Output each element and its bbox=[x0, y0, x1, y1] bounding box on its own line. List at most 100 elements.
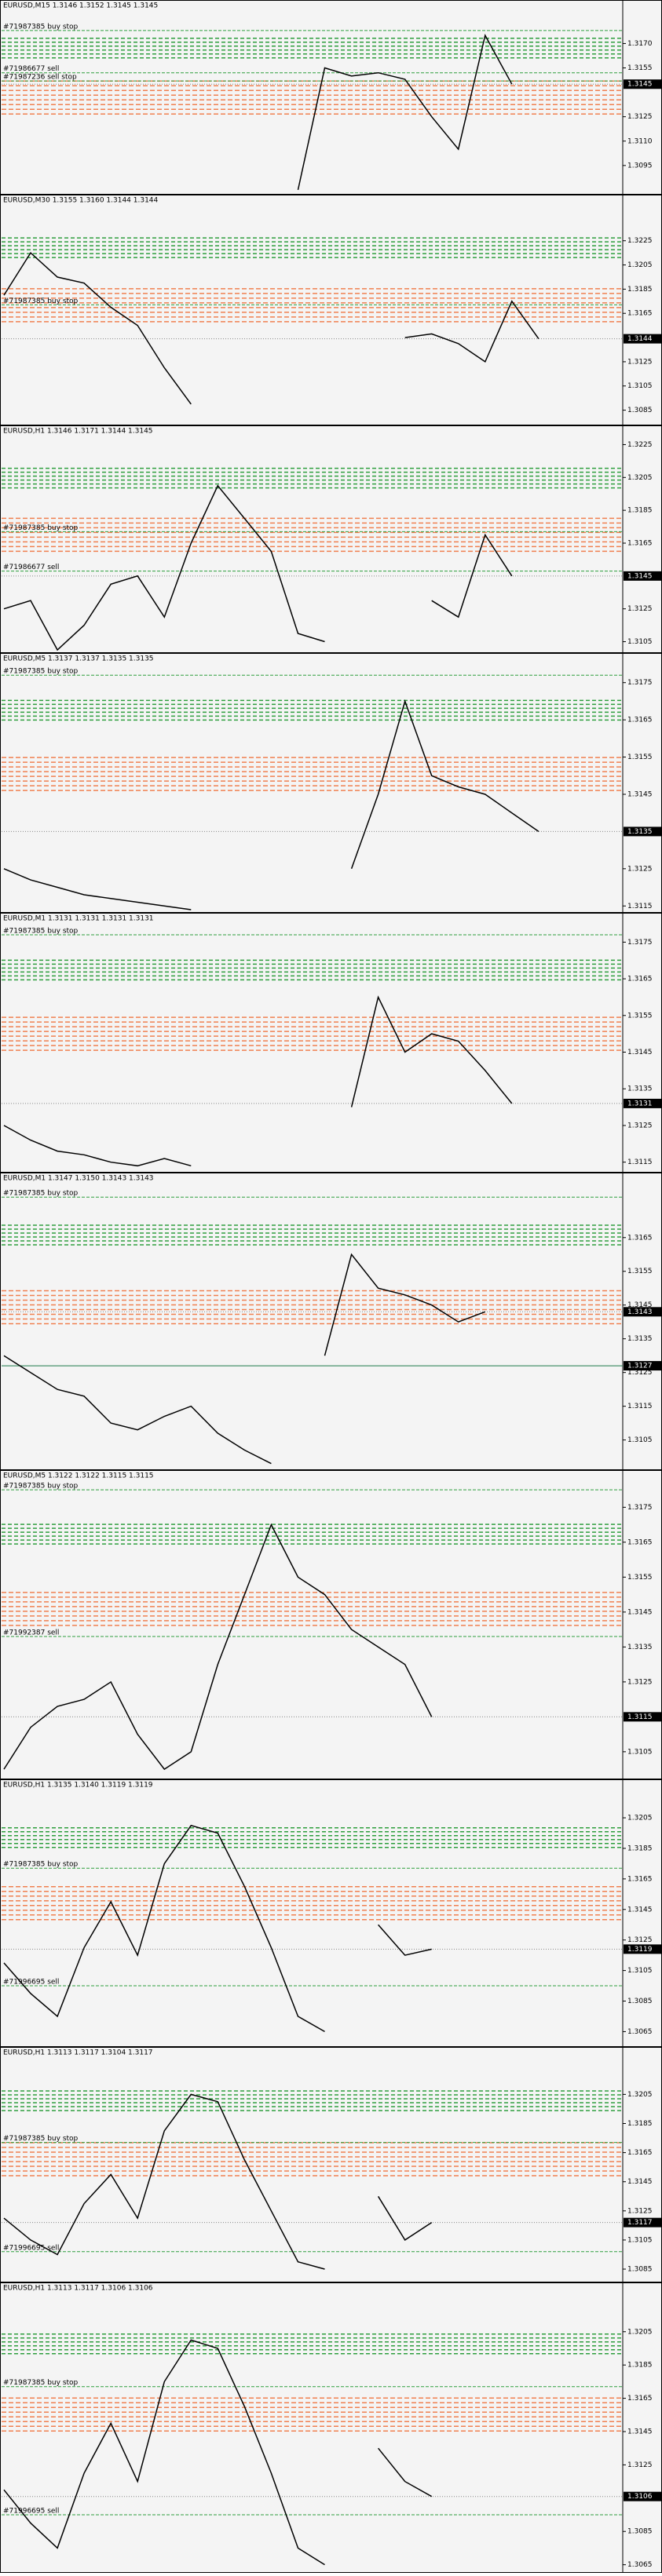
y-tick-label: 1.3135 bbox=[627, 1085, 653, 1093]
current-box bbox=[624, 826, 661, 837]
order-label: #71987385 buy stop bbox=[3, 928, 79, 936]
order-label: #71987385 buy stop bbox=[3, 668, 79, 676]
y-tick-label: 1.3115 bbox=[627, 1158, 653, 1166]
price-line bbox=[377, 2195, 433, 2241]
y-tick-label: 1.3105 bbox=[627, 1748, 653, 1756]
order-label: #71986677 sell bbox=[3, 564, 59, 571]
order-label: #71987385 buy stop bbox=[3, 1861, 79, 1869]
y-tick-label: 1.3085 bbox=[627, 1998, 653, 2005]
chart-header: EURUSD,M1 1.3147 1.3150 1.3143 1.3143 bbox=[3, 1175, 154, 1183]
y-tick-label: 1.3155 bbox=[627, 753, 653, 761]
y-tick-label: 1.3170 bbox=[627, 40, 653, 48]
current-price: 1.3131 bbox=[627, 1100, 653, 1107]
price-line bbox=[3, 2093, 325, 2270]
y-tick-label: 1.3105 bbox=[627, 1436, 653, 1444]
order-label: #71986677 sell bbox=[3, 65, 59, 73]
order-label: #71987385 buy stop bbox=[3, 2135, 79, 2143]
chart-panel: EURUSD,M15 1.3146 1.3152 1.3145 1.3145 1.… bbox=[0, 0, 662, 195]
current-box bbox=[624, 2491, 661, 2501]
y-tick-label: 1.3125 bbox=[627, 2461, 653, 2469]
chart-header: EURUSD,M5 1.3137 1.3137 1.3135 1.3135 bbox=[3, 655, 154, 663]
price-label: 1.3127 bbox=[627, 1363, 653, 1370]
y-tick-label: 1.3125 bbox=[627, 605, 653, 613]
chart-panel: EURUSD,M1 1.3131 1.3131 1.3131 1.3131 1.3… bbox=[0, 913, 662, 1173]
current-box bbox=[624, 571, 661, 581]
price-line bbox=[324, 1253, 486, 1356]
y-tick-label: 1.3205 bbox=[627, 2091, 653, 2099]
y-tick-label: 1.3185 bbox=[627, 507, 653, 515]
y-tick-label: 1.3225 bbox=[627, 441, 653, 449]
y-tick-label: 1.3125 bbox=[627, 1678, 653, 1686]
chart-panel: EURUSD,H1 1.3135 1.3140 1.3119 1.3119 1.3… bbox=[0, 1779, 662, 2047]
y-tick-label: 1.3105 bbox=[627, 382, 653, 390]
y-tick-label: 1.3135 bbox=[627, 1335, 653, 1343]
y-tick-label: 1.3085 bbox=[627, 2266, 653, 2274]
y-tick-label: 1.3065 bbox=[627, 2028, 653, 2036]
panel-bg bbox=[0, 2047, 662, 2282]
current-price: 1.3106 bbox=[627, 2493, 653, 2501]
y-tick-label: 1.3125 bbox=[627, 865, 653, 873]
current-box bbox=[624, 79, 661, 89]
price-line bbox=[3, 1824, 325, 2033]
order-label: #71996695 sell bbox=[3, 2508, 59, 2516]
chart-header: EURUSD,H1 1.3146 1.3171 1.3144 1.3145 bbox=[3, 428, 153, 436]
chart-header: EURUSD,M15 1.3146 1.3152 1.3145 1.3145 bbox=[3, 2, 158, 10]
order-label: #71992387 sell bbox=[3, 1629, 59, 1637]
chart-header: EURUSD,H1 1.3113 1.3117 1.3104 1.3117 bbox=[3, 2049, 153, 2057]
y-tick-label: 1.3185 bbox=[627, 1844, 653, 1852]
y-tick-label: 1.3175 bbox=[627, 679, 653, 687]
order-label: #71987385 buy stop bbox=[3, 23, 79, 31]
y-tick-label: 1.3205 bbox=[627, 261, 653, 269]
y-tick-label: 1.3110 bbox=[627, 137, 653, 145]
panel-bg bbox=[0, 425, 662, 653]
y-tick-label: 1.3115 bbox=[627, 1403, 653, 1410]
y-tick-label: 1.3165 bbox=[627, 2149, 653, 2157]
current-box bbox=[624, 1944, 661, 1954]
order-label: #71987385 buy stop bbox=[3, 524, 79, 532]
price-line bbox=[3, 1125, 192, 1167]
chart-panel: EURUSD,M5 1.3137 1.3137 1.3135 1.3135 1.3… bbox=[0, 653, 662, 913]
panel-bg bbox=[0, 913, 662, 1173]
current-price: 1.3115 bbox=[627, 1713, 653, 1721]
y-tick-label: 1.3205 bbox=[627, 1815, 653, 1823]
panel-bg bbox=[0, 0, 662, 195]
chart-panel: EURUSD,H1 1.3113 1.3117 1.3106 1.3106 1.3… bbox=[0, 2282, 662, 2573]
current-price: 1.3145 bbox=[627, 81, 653, 89]
y-tick-label: 1.3145 bbox=[627, 2428, 653, 2436]
y-tick-label: 1.3145 bbox=[627, 2178, 653, 2186]
y-tick-label: 1.3085 bbox=[627, 2528, 653, 2536]
y-tick-label: 1.3175 bbox=[627, 939, 653, 947]
y-tick-label: 1.3155 bbox=[627, 64, 653, 72]
chart-panel: EURUSD,H1 1.3113 1.3117 1.3104 1.3117 1.3… bbox=[0, 2047, 662, 2282]
panel-bg bbox=[0, 1470, 662, 1779]
y-tick-label: 1.3205 bbox=[627, 474, 653, 482]
panel-bg bbox=[0, 653, 662, 913]
price-line bbox=[3, 484, 325, 651]
y-tick-label: 1.3165 bbox=[627, 2395, 653, 2403]
y-tick-label: 1.3225 bbox=[627, 237, 653, 245]
current-box bbox=[624, 1307, 661, 1317]
y-tick-label: 1.3155 bbox=[627, 1012, 653, 1020]
order-label: #71996695 sell bbox=[3, 1979, 59, 1987]
y-tick-label: 1.3065 bbox=[627, 2561, 653, 2569]
current-box bbox=[624, 334, 661, 344]
y-tick-label: 1.3095 bbox=[627, 162, 653, 170]
price-line bbox=[350, 699, 539, 870]
y-tick-label: 1.3185 bbox=[627, 2120, 653, 2128]
current-price: 1.3117 bbox=[627, 2219, 653, 2227]
current-price: 1.3145 bbox=[627, 572, 653, 580]
y-tick-label: 1.3165 bbox=[627, 717, 653, 724]
y-tick-label: 1.3125 bbox=[627, 1122, 653, 1129]
chart-header: EURUSD,M5 1.3122 1.3122 1.3115 1.3115 bbox=[3, 1472, 154, 1480]
y-tick-label: 1.3145 bbox=[627, 1608, 653, 1616]
current-box bbox=[624, 1098, 661, 1108]
price-box bbox=[624, 1361, 661, 1371]
current-price: 1.3144 bbox=[627, 335, 653, 343]
chart-panel: EURUSD,M30 1.3155 1.3160 1.3144 1.3144 1.… bbox=[0, 195, 662, 425]
current-box bbox=[624, 2217, 661, 2228]
y-tick-label: 1.3125 bbox=[627, 113, 653, 121]
y-tick-label: 1.3145 bbox=[627, 790, 653, 798]
chart-header: EURUSD,M30 1.3155 1.3160 1.3144 1.3144 bbox=[3, 197, 159, 205]
y-tick-label: 1.3205 bbox=[627, 2328, 653, 2336]
